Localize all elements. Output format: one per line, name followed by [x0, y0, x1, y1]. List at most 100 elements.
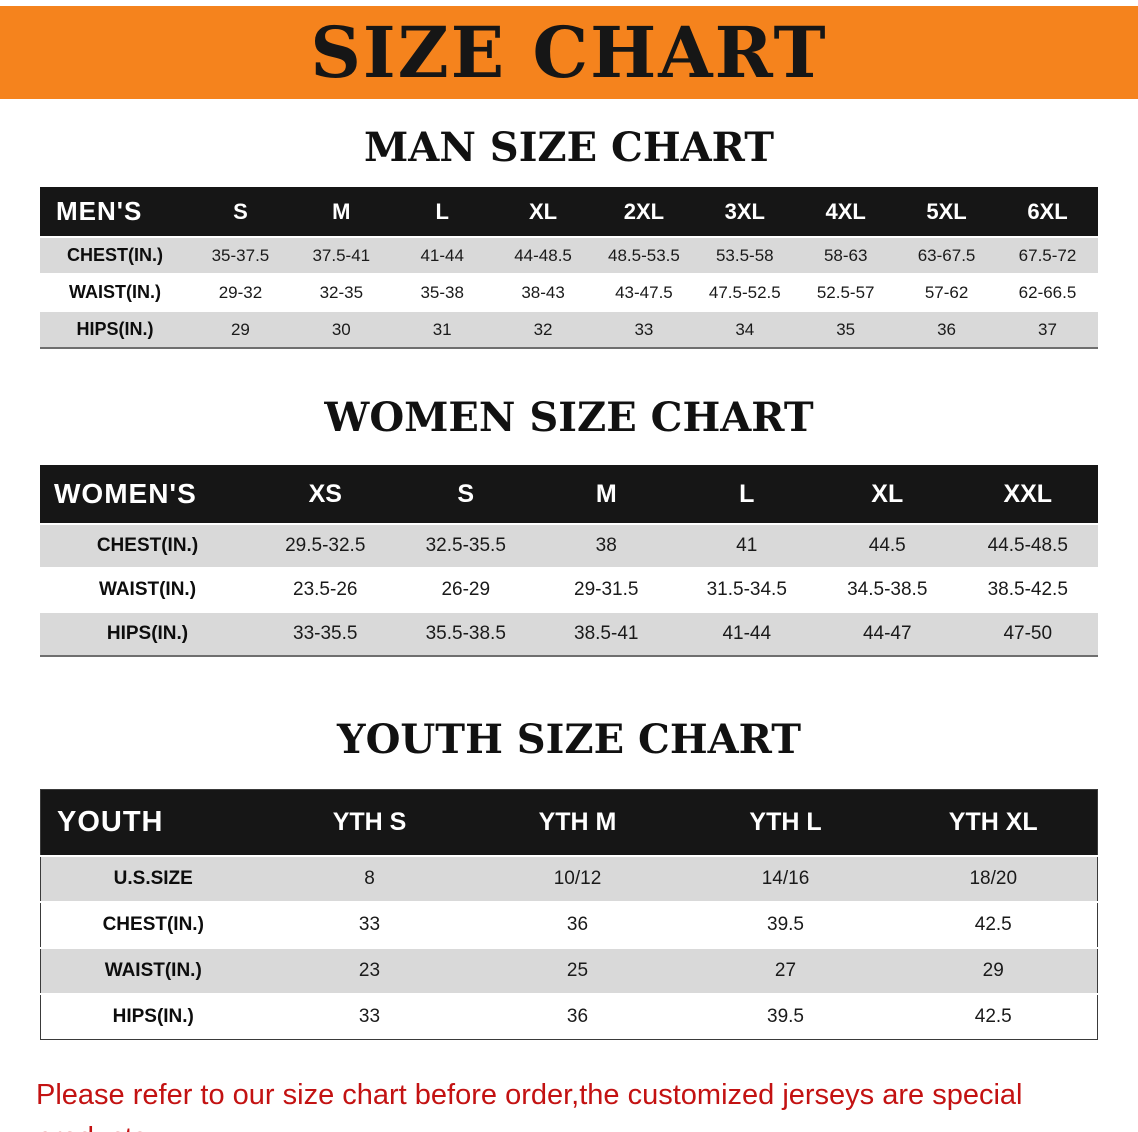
table-row: CHEST(IN.) 35-37.5 37.5-41 41-44 44-48.5 48.5…: [40, 237, 1098, 274]
table-body: CHEST(IN.) 35-37.5 37.5-41 41-44 44-48.5 48.5…: [40, 237, 1098, 348]
size-cell: 52.5-57: [816, 282, 875, 302]
table-row: WAIST(IN.) 29-32 32-35 35-38 38-43 43-47.5 47.…: [40, 274, 1098, 311]
size-cell: 36: [566, 914, 589, 935]
table-corner-label: MEN'S: [40, 187, 190, 237]
men-section: MAN SIZE CHART MEN'S S M L XL 2XL 3XL 4XL 5XL 6XL…: [0, 125, 1138, 349]
size-cell: 41-44: [722, 623, 772, 644]
size-cell: 26-29: [441, 579, 491, 600]
table-corner-label: YOUTH: [40, 789, 266, 856]
youth-section-heading: YOUTH SIZE CHART: [337, 716, 801, 763]
row-label: WAIST(IN.): [104, 960, 202, 981]
row-label: CHEST(IN.): [67, 245, 163, 265]
size-cell: 34.5-38.5: [847, 579, 928, 600]
size-cell: 41-44: [420, 245, 464, 265]
size-cell: 35-37.5: [211, 245, 270, 265]
size-cell: 36: [566, 1006, 589, 1027]
size-column-header: M: [536, 465, 677, 524]
size-cell: 63-67.5: [917, 245, 976, 265]
size-cell: 32.5-35.5: [425, 535, 506, 556]
size-cell: 29-32: [218, 282, 263, 302]
disclaimer: Please refer to our size chart before or…: [36, 1074, 1102, 1132]
size-cell: 31: [432, 319, 452, 339]
size-cell: 39.5: [767, 914, 804, 935]
size-cell: 37.5-41: [312, 245, 371, 265]
women-section-heading: WOMEN SIZE CHART: [324, 394, 814, 441]
size-column-header: XL: [492, 187, 594, 237]
size-cell: 29: [982, 960, 1004, 981]
size-cell: 30: [331, 319, 351, 339]
size-cell: 38-43: [521, 282, 565, 302]
size-cell: 37: [1038, 319, 1057, 339]
table-body: U.S.SIZE 8 10/12 14/16 18/20 CHEST(IN.) 33 36 39…: [40, 856, 1098, 1040]
table-header-row: WOMEN'S XS S M L XL XXL: [40, 465, 1098, 524]
size-cell: 35: [836, 319, 856, 339]
table-header-row: MEN'S S M L XL 2XL 3XL 4XL 5XL 6XL: [40, 187, 1098, 237]
table-row: WAIST(IN.) 23 25 27 29: [40, 948, 1098, 994]
men-section-heading: MAN SIZE CHART: [364, 124, 774, 171]
table-head: MEN'S S M L XL 2XL 3XL 4XL 5XL 6XL: [40, 187, 1098, 237]
size-cell: 32-35: [319, 282, 364, 302]
size-column-header: L: [391, 187, 493, 237]
size-cell: 8: [364, 868, 375, 889]
size-column-header: 6XL: [997, 187, 1098, 237]
size-cell: 38.5-42.5: [987, 579, 1068, 600]
size-cell: 41: [736, 535, 758, 556]
size-column-header: M: [290, 187, 392, 237]
table-row: HIPS(IN.) 33 36 39.5 42.5: [40, 994, 1098, 1040]
size-column-header: YTH L: [681, 789, 890, 856]
size-cell: 29-31.5: [574, 579, 639, 600]
size-cell: 48.5-53.5: [608, 245, 680, 265]
size-cell: 36: [937, 319, 957, 339]
table-head: YOUTH YTH S YTH M YTH L YTH XL: [40, 789, 1098, 856]
size-column-header: XL: [817, 465, 958, 524]
size-cell: 38: [595, 535, 617, 556]
size-cell: 35.5-38.5: [425, 623, 506, 644]
size-cell: 23.5-26: [293, 579, 358, 600]
size-cell: 42.5: [974, 1006, 1012, 1027]
disclaimer-line-1: Please refer to our size chart before or…: [36, 1079, 1023, 1132]
table-row: HIPS(IN.) 29 30 31 32 33 34 35 36 37: [40, 311, 1098, 348]
table-row: HIPS(IN.) 33-35.5 35.5-38.5 38.5-41 41-44 44-…: [40, 612, 1098, 656]
size-column-header: 5XL: [896, 187, 997, 237]
banner: SIZE CHART: [0, 6, 1138, 99]
size-cell: 44.5-48.5: [987, 535, 1068, 556]
size-cell: 14/16: [761, 868, 810, 889]
size-cell: 53.5-58: [715, 245, 774, 265]
size-cell: 42.5: [974, 914, 1012, 935]
size-cell: 43-47.5: [615, 282, 673, 302]
size-cell: 67.5-72: [1018, 245, 1077, 265]
row-label: WAIST(IN.): [69, 282, 161, 302]
size-cell: 47-50: [1003, 623, 1053, 644]
size-cell: 18/20: [969, 868, 1018, 889]
size-column-header: 2XL: [593, 187, 695, 237]
row-label: U.S.SIZE: [113, 868, 193, 889]
size-column-header: XXL: [957, 465, 1098, 524]
size-cell: 39.5: [767, 1006, 804, 1027]
women-section: WOMEN SIZE CHART WOMEN'S XS S M L XL XXL CHEST(…: [0, 395, 1138, 657]
size-cell: 44.5: [868, 535, 906, 556]
row-label: HIPS(IN.): [112, 1006, 194, 1027]
table-corner-label: WOMEN'S: [40, 465, 255, 524]
row-label: WAIST(IN.): [98, 579, 197, 600]
table-head: WOMEN'S XS S M L XL XXL: [40, 465, 1098, 524]
size-cell: 44-47: [862, 623, 912, 644]
table-row: WAIST(IN.) 23.5-26 26-29 29-31.5 31.5-34.5 34…: [40, 568, 1098, 612]
size-cell: 10/12: [553, 868, 602, 889]
size-cell: 33-35.5: [293, 623, 358, 644]
size-cell: 27: [774, 960, 797, 981]
size-cell: 23: [358, 960, 381, 981]
table-row: U.S.SIZE 8 10/12 14/16 18/20: [40, 856, 1098, 902]
size-cell: 57-62: [924, 282, 969, 302]
table-row: CHEST(IN.) 29.5-32.5 32.5-35.5 38 41 44.5 44.5…: [40, 524, 1098, 568]
men-size-table: MEN'S S M L XL 2XL 3XL 4XL 5XL 6XL CHEST(IN.) 35-37…: [40, 187, 1098, 349]
table-header-row: YOUTH YTH S YTH M YTH L YTH XL: [40, 789, 1098, 856]
page-title: SIZE CHART: [310, 10, 828, 94]
youth-section: YOUTH SIZE CHART YOUTH YTH S YTH M YTH L YTH…: [0, 717, 1138, 1040]
women-size-table: WOMEN'S XS S M L XL XXL CHEST(IN.) 29.5-32.5 32.5…: [40, 465, 1098, 657]
size-cell: 62-66.5: [1018, 282, 1077, 302]
size-column-header: S: [190, 187, 291, 237]
size-cell: 33: [358, 1006, 381, 1027]
row-label: HIPS(IN.): [106, 623, 189, 644]
size-cell: 29: [230, 319, 250, 339]
